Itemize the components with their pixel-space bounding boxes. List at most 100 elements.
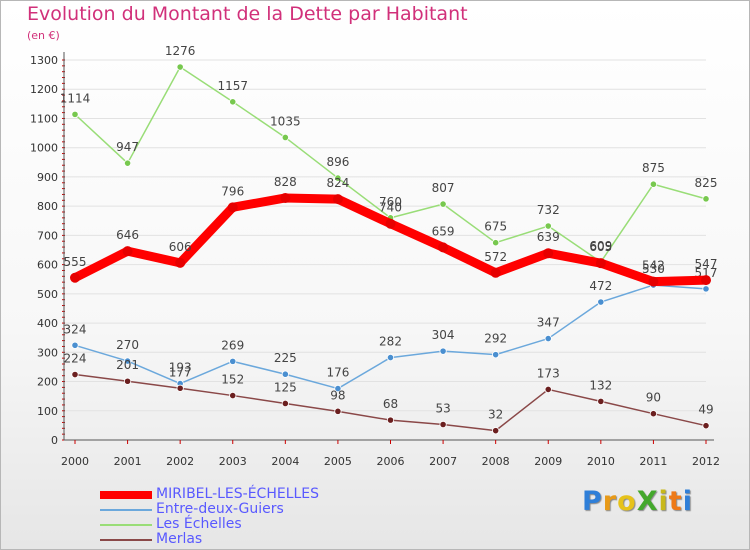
data-label-miribel-les-chelles: 542 bbox=[642, 259, 665, 273]
data-label-les-chelles: 825 bbox=[695, 176, 718, 190]
data-point-entre-deux-guiers bbox=[229, 357, 237, 365]
x-tick-label: 2004 bbox=[271, 455, 299, 468]
x-tick-label: 2011 bbox=[639, 455, 667, 468]
x-tick-label: 2001 bbox=[114, 455, 142, 468]
data-label-entre-deux-guiers: 304 bbox=[432, 328, 455, 342]
y-tick-label: 1200 bbox=[30, 83, 58, 96]
data-point-merlas bbox=[702, 422, 710, 430]
chart-title: Evolution du Montant de la Dette par Hab… bbox=[27, 3, 468, 25]
y-tick-label: 200 bbox=[37, 376, 58, 389]
data-point-entre-deux-guiers bbox=[281, 370, 289, 378]
data-point-entre-deux-guiers bbox=[334, 384, 342, 393]
data-label-miribel-les-chelles: 606 bbox=[169, 240, 192, 254]
data-label-merlas: 90 bbox=[646, 391, 661, 405]
data-label-miribel-les-chelles: 555 bbox=[64, 255, 87, 269]
data-point-entre-deux-guiers bbox=[544, 334, 552, 343]
data-point-merlas bbox=[649, 410, 658, 418]
data-label-merlas: 98 bbox=[330, 388, 345, 402]
data-label-entre-deux-guiers: 176 bbox=[326, 366, 349, 380]
y-tick-label: 600 bbox=[37, 259, 58, 272]
data-point-les-chelles bbox=[229, 98, 237, 106]
data-point-les-chelles bbox=[71, 110, 79, 118]
data-point-entre-deux-guiers bbox=[71, 341, 79, 349]
data-label-miribel-les-chelles: 740 bbox=[379, 201, 402, 215]
data-point-les-chelles bbox=[649, 180, 658, 188]
data-label-merlas: 201 bbox=[116, 358, 139, 372]
proxiti-logo: ProXiti bbox=[582, 486, 693, 517]
data-label-entre-deux-guiers: 324 bbox=[64, 322, 87, 336]
x-tick-label: 2008 bbox=[482, 455, 510, 468]
data-point-merlas bbox=[386, 416, 395, 424]
data-point-merlas bbox=[439, 420, 447, 429]
x-tick-label: 2012 bbox=[692, 455, 720, 468]
data-label-merlas: 32 bbox=[488, 408, 503, 422]
data-point-entre-deux-guiers bbox=[492, 351, 500, 359]
y-tick-label: 1000 bbox=[30, 142, 58, 155]
data-label-les-chelles: 609 bbox=[589, 239, 612, 253]
legend-item: Entre-deux-Guiers bbox=[100, 501, 500, 518]
data-point-entre-deux-guiers bbox=[123, 357, 132, 365]
data-point-miribel-les-chelles bbox=[701, 275, 711, 286]
data-label-les-chelles: 875 bbox=[642, 161, 665, 175]
x-tick-label: 2002 bbox=[166, 455, 194, 468]
data-point-miribel-les-chelles bbox=[175, 257, 186, 268]
data-point-les-chelles bbox=[176, 63, 184, 71]
data-label-entre-deux-guiers: 472 bbox=[589, 279, 612, 293]
legend-item: Merlas bbox=[100, 531, 500, 548]
data-point-miribel-les-chelles bbox=[280, 192, 291, 203]
y-tick-label: 800 bbox=[37, 200, 58, 213]
data-label-merlas: 173 bbox=[537, 366, 560, 380]
data-label-entre-deux-guiers: 193 bbox=[169, 361, 192, 375]
data-point-entre-deux-guiers bbox=[439, 347, 447, 355]
data-label-merlas: 224 bbox=[64, 352, 87, 366]
data-point-miribel-les-chelles bbox=[332, 194, 343, 205]
data-label-miribel-les-chelles: 572 bbox=[484, 250, 507, 264]
data-point-merlas bbox=[229, 391, 237, 400]
y-tick-label: 1300 bbox=[30, 54, 58, 67]
data-point-miribel-les-chelles bbox=[438, 242, 449, 253]
series-line-les-chelles bbox=[74, 66, 707, 263]
data-point-merlas bbox=[334, 407, 342, 415]
data-point-les-chelles bbox=[702, 195, 710, 203]
data-label-merlas: 132 bbox=[589, 378, 612, 392]
y-tick-label: 400 bbox=[37, 317, 58, 330]
data-label-miribel-les-chelles: 824 bbox=[326, 176, 349, 190]
legend-item: MIRIBEL-LES-ÉCHELLES bbox=[100, 486, 500, 503]
data-label-merlas: 68 bbox=[383, 397, 398, 411]
data-label-merlas: 152 bbox=[221, 373, 244, 387]
data-label-miribel-les-chelles: 796 bbox=[221, 184, 244, 198]
data-point-merlas bbox=[123, 377, 132, 385]
data-label-miribel-les-chelles: 659 bbox=[432, 224, 455, 238]
legend-swatch bbox=[100, 524, 152, 526]
data-label-miribel-les-chelles: 828 bbox=[274, 175, 297, 189]
data-label-merlas: 49 bbox=[698, 403, 713, 417]
data-point-merlas bbox=[544, 385, 552, 394]
data-point-miribel-les-chelles bbox=[595, 258, 606, 269]
legend-swatch bbox=[100, 509, 152, 511]
y-tick-label: 1100 bbox=[30, 112, 58, 125]
data-label-merlas: 125 bbox=[274, 380, 297, 394]
chart-unit: (en €) bbox=[27, 29, 60, 42]
data-point-entre-deux-guiers bbox=[702, 285, 710, 293]
x-tick-label: 2007 bbox=[429, 455, 457, 468]
data-point-merlas bbox=[281, 399, 289, 408]
x-tick-label: 2006 bbox=[377, 455, 405, 468]
data-point-merlas bbox=[71, 370, 79, 379]
legend-item: Les Échelles bbox=[100, 516, 500, 533]
data-point-entre-deux-guiers bbox=[386, 353, 395, 362]
data-label-merlas: 53 bbox=[435, 402, 450, 416]
data-point-les-chelles bbox=[281, 133, 289, 142]
data-point-miribel-les-chelles bbox=[70, 272, 80, 283]
data-label-miribel-les-chelles: 605 bbox=[589, 240, 612, 254]
y-tick-label: 0 bbox=[51, 434, 58, 447]
data-label-les-chelles: 1035 bbox=[270, 114, 301, 128]
data-label-merlas: 177 bbox=[169, 365, 192, 379]
data-label-entre-deux-guiers: 269 bbox=[221, 338, 244, 352]
y-tick-label: 700 bbox=[37, 229, 58, 242]
y-tick-label: 100 bbox=[37, 405, 58, 418]
data-label-les-chelles: 1276 bbox=[165, 44, 196, 58]
data-label-miribel-les-chelles: 639 bbox=[537, 230, 560, 244]
y-tick-label: 300 bbox=[37, 346, 58, 359]
data-point-miribel-les-chelles bbox=[122, 246, 133, 257]
